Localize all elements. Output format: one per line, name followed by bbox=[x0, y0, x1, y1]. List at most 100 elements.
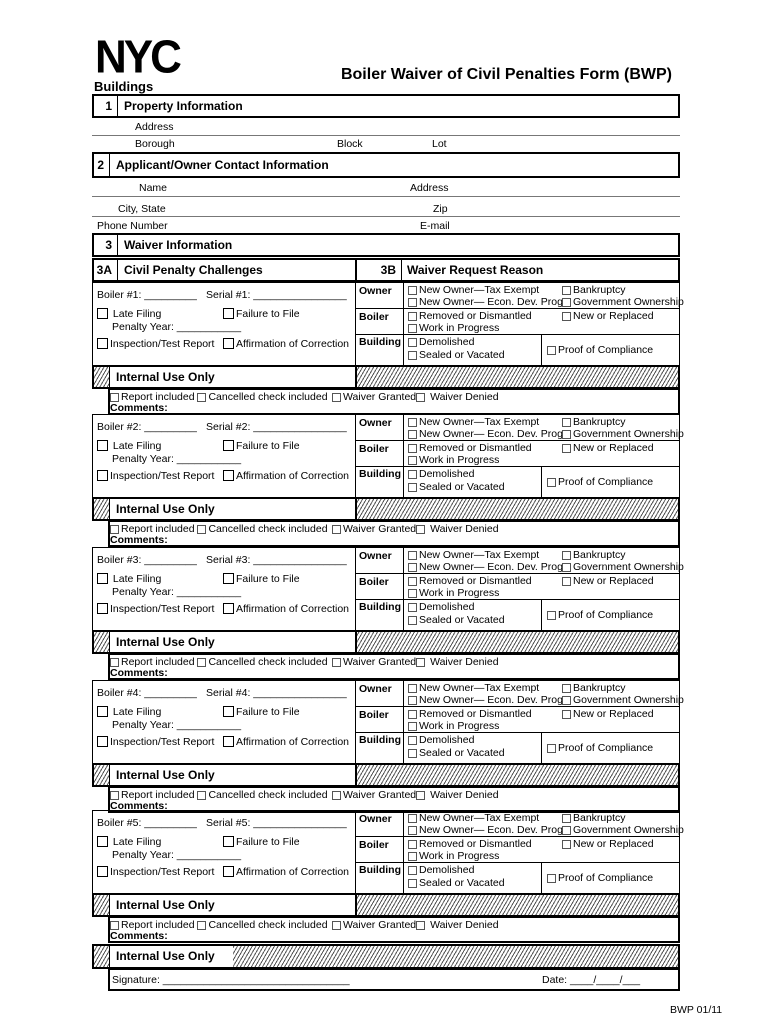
checkbox-proof[interactable] bbox=[547, 611, 556, 620]
checkbox-proof[interactable] bbox=[547, 744, 556, 753]
checkbox-tax-exempt[interactable] bbox=[408, 551, 417, 560]
serial-number-field[interactable]: Serial #1: ________________ bbox=[206, 289, 347, 301]
serial-number-field[interactable]: Serial #3: ________________ bbox=[206, 554, 347, 566]
checkbox-new-replaced[interactable] bbox=[562, 710, 571, 719]
checkbox-failure-to-file[interactable] bbox=[223, 706, 234, 717]
checkbox-sealed[interactable] bbox=[408, 879, 417, 888]
boiler-number-field[interactable]: Boiler #3: _________ bbox=[97, 554, 197, 566]
checkbox-demolished[interactable] bbox=[408, 338, 417, 347]
checkbox-sealed[interactable] bbox=[408, 351, 417, 360]
checkbox-work-progress[interactable] bbox=[408, 456, 417, 465]
checkbox-econ-dev[interactable] bbox=[408, 826, 417, 835]
checkbox-affirmation[interactable] bbox=[223, 338, 234, 349]
checkbox-cancelled-check[interactable] bbox=[197, 393, 207, 402]
applicant-address-field[interactable]: Address bbox=[410, 182, 449, 194]
boiler-number-field[interactable]: Boiler #1: _________ bbox=[97, 289, 197, 301]
checkbox-new-replaced[interactable] bbox=[562, 840, 571, 849]
checkbox-waiver-denied[interactable] bbox=[416, 791, 426, 800]
checkbox-report-included[interactable] bbox=[110, 393, 119, 402]
checkbox-removed[interactable] bbox=[408, 444, 417, 453]
boiler-number-field[interactable]: Boiler #2: _________ bbox=[97, 421, 197, 433]
checkbox-tax-exempt[interactable] bbox=[408, 418, 417, 427]
checkbox-late-filing[interactable] bbox=[97, 308, 108, 319]
checkbox-proof[interactable] bbox=[547, 478, 556, 487]
checkbox-affirmation[interactable] bbox=[223, 603, 234, 614]
checkbox-tax-exempt[interactable] bbox=[408, 684, 417, 693]
checkbox-waiver-denied[interactable] bbox=[416, 393, 426, 402]
checkbox-tax-exempt[interactable] bbox=[408, 286, 417, 295]
checkbox-econ-dev[interactable] bbox=[408, 430, 417, 439]
checkbox-demolished[interactable] bbox=[408, 603, 417, 612]
checkbox-affirmation[interactable] bbox=[223, 470, 234, 481]
checkbox-bankruptcy[interactable] bbox=[562, 286, 571, 295]
checkbox-inspection-report[interactable] bbox=[97, 338, 108, 349]
checkbox-waiver-granted[interactable] bbox=[332, 525, 341, 534]
checkbox-waiver-denied[interactable] bbox=[416, 921, 426, 930]
checkbox-sealed[interactable] bbox=[408, 483, 417, 492]
checkbox-gov-ownership[interactable] bbox=[562, 298, 571, 307]
checkbox-bankruptcy[interactable] bbox=[562, 418, 571, 427]
boiler-number-field[interactable]: Boiler #4: _________ bbox=[97, 687, 197, 699]
checkbox-removed[interactable] bbox=[408, 840, 417, 849]
serial-number-field[interactable]: Serial #4: ________________ bbox=[206, 687, 347, 699]
checkbox-demolished[interactable] bbox=[408, 736, 417, 745]
checkbox-new-replaced[interactable] bbox=[562, 312, 571, 321]
penalty-year-field[interactable]: Penalty Year: ___________ bbox=[112, 321, 242, 333]
checkbox-waiver-denied[interactable] bbox=[416, 525, 426, 534]
checkbox-bankruptcy[interactable] bbox=[562, 551, 571, 560]
checkbox-gov-ownership[interactable] bbox=[562, 430, 571, 439]
checkbox-gov-ownership[interactable] bbox=[562, 696, 571, 705]
comments-field[interactable]: Comments: bbox=[110, 402, 168, 414]
checkbox-econ-dev[interactable] bbox=[408, 563, 417, 572]
comments-field[interactable]: Comments: bbox=[110, 534, 168, 546]
penalty-year-field[interactable]: Penalty Year: ___________ bbox=[112, 719, 242, 731]
checkbox-failure-to-file[interactable] bbox=[223, 573, 234, 584]
checkbox-work-progress[interactable] bbox=[408, 589, 417, 598]
checkbox-proof[interactable] bbox=[547, 874, 556, 883]
date-field[interactable]: Date: ____/____/___ bbox=[542, 974, 641, 986]
signature-field[interactable]: Signature: _____________________________… bbox=[112, 974, 350, 986]
checkbox-bankruptcy[interactable] bbox=[562, 684, 571, 693]
checkbox-waiver-granted[interactable] bbox=[332, 791, 341, 800]
address-field[interactable] bbox=[92, 135, 680, 136]
checkbox-work-progress[interactable] bbox=[408, 722, 417, 731]
checkbox-waiver-granted[interactable] bbox=[332, 393, 341, 402]
serial-number-field[interactable]: Serial #2: ________________ bbox=[206, 421, 347, 433]
checkbox-tax-exempt[interactable] bbox=[408, 814, 417, 823]
block-field[interactable]: Block bbox=[337, 138, 363, 150]
email-field[interactable]: E-mail bbox=[420, 220, 450, 232]
checkbox-late-filing[interactable] bbox=[97, 573, 108, 584]
checkbox-removed[interactable] bbox=[408, 710, 417, 719]
checkbox-cancelled-check[interactable] bbox=[197, 525, 207, 534]
checkbox-late-filing[interactable] bbox=[97, 836, 108, 847]
checkbox-late-filing[interactable] bbox=[97, 706, 108, 717]
checkbox-late-filing[interactable] bbox=[97, 440, 108, 451]
comments-field[interactable]: Comments: bbox=[110, 800, 168, 812]
phone-field[interactable]: Phone Number bbox=[97, 220, 168, 232]
checkbox-new-replaced[interactable] bbox=[562, 577, 571, 586]
checkbox-waiver-granted[interactable] bbox=[332, 921, 341, 930]
checkbox-cancelled-check[interactable] bbox=[197, 921, 207, 930]
penalty-year-field[interactable]: Penalty Year: ___________ bbox=[112, 849, 242, 861]
checkbox-proof[interactable] bbox=[547, 346, 556, 355]
checkbox-demolished[interactable] bbox=[408, 470, 417, 479]
checkbox-demolished[interactable] bbox=[408, 866, 417, 875]
checkbox-affirmation[interactable] bbox=[223, 736, 234, 747]
checkbox-inspection-report[interactable] bbox=[97, 736, 108, 747]
zip-field[interactable]: Zip bbox=[433, 203, 448, 215]
checkbox-inspection-report[interactable] bbox=[97, 470, 108, 481]
city-state-field[interactable]: City, State bbox=[118, 203, 166, 215]
checkbox-gov-ownership[interactable] bbox=[562, 563, 571, 572]
comments-field[interactable]: Comments: bbox=[110, 930, 168, 942]
checkbox-removed[interactable] bbox=[408, 312, 417, 321]
checkbox-econ-dev[interactable] bbox=[408, 298, 417, 307]
checkbox-sealed[interactable] bbox=[408, 616, 417, 625]
penalty-year-field[interactable]: Penalty Year: ___________ bbox=[112, 453, 242, 465]
serial-number-field[interactable]: Serial #5: ________________ bbox=[206, 817, 347, 829]
checkbox-new-replaced[interactable] bbox=[562, 444, 571, 453]
checkbox-work-progress[interactable] bbox=[408, 852, 417, 861]
checkbox-failure-to-file[interactable] bbox=[223, 308, 234, 319]
comments-field[interactable]: Comments: bbox=[110, 667, 168, 679]
checkbox-cancelled-check[interactable] bbox=[197, 791, 207, 800]
checkbox-removed[interactable] bbox=[408, 577, 417, 586]
